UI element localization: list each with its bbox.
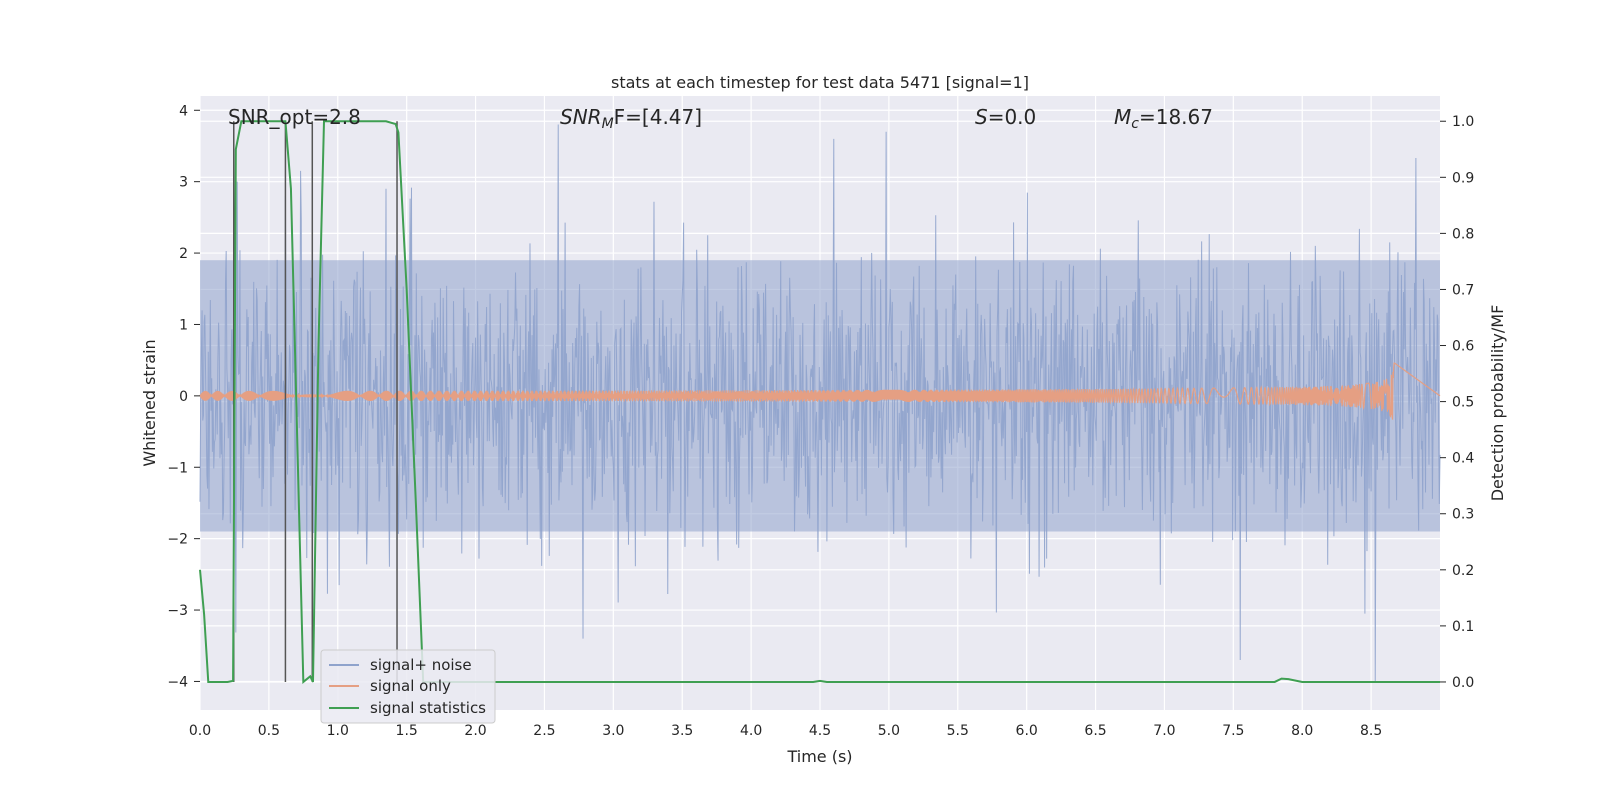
y-tick-label: 4 [179,103,188,119]
legend-label-signal-statistics: signal statistics [370,699,486,717]
x-axis-label: Time (s) [786,747,852,766]
y-right-tick-label: 0.0 [1452,675,1474,691]
y-right-tick-label: 1.0 [1452,114,1474,130]
series-signal-statistics [199,120,1440,685]
annotation-s: S=0.0 [975,105,1036,129]
legend-label-signal-only: signal only [370,677,451,695]
y-tick-label: −1 [167,460,188,476]
chart-title: stats at each timestep for test data 547… [611,73,1029,92]
y-tick-label: 2 [179,246,188,262]
y-right-tick-label: 0.4 [1452,451,1474,467]
y-right-tick-label: 0.2 [1452,563,1474,579]
y-tick-label: 3 [179,175,188,191]
x-tick-label: 5.0 [878,723,900,739]
y-tick-label: −2 [167,532,188,548]
y-right-tick-label: 0.1 [1452,619,1474,635]
x-tick-label: 4.5 [809,723,831,739]
x-tick-label: 8.5 [1360,723,1382,739]
annotation-snr-opt: SNR_opt=2.8 [228,105,361,129]
x-tick-label: 1.0 [327,723,349,739]
legend-label-signal-noise: signal+ noise [370,656,472,674]
x-tick-label: 5.5 [947,723,969,739]
y-right-tick-label: 0.6 [1452,339,1474,355]
y-right-tick-label: 0.3 [1452,507,1474,523]
y-right-tick-label: 0.9 [1452,170,1474,186]
y-tick-label: 1 [179,317,188,333]
legend: signal+ noise signal only signal statist… [320,649,496,724]
y-axis-label-right: Detection probability/MF [1488,305,1507,502]
legend-box [320,649,496,724]
statistics-trace [199,120,1440,685]
signal-only-trace [199,362,1441,420]
x-tick-label: 6.0 [1016,723,1038,739]
y-right-tick-label: 0.7 [1452,282,1474,298]
y-right-tick-label: 0.5 [1452,395,1474,411]
series-signal-only [199,362,1441,420]
x-tick-label: 6.5 [1084,723,1106,739]
tick-labels: 0.0 0.5 1.0 1.5 2.0 2.5 3.0 3.5 4.0 4.5 5.0 5.5 6.0 6… [167,103,1474,739]
x-tick-label: 0.0 [189,723,211,739]
x-tick-label: 7.5 [1222,723,1244,739]
annotation-snr-mf: SNRMF=[4.47] [560,105,702,132]
x-tick-label: 7.0 [1153,723,1175,739]
y-tick-label: −4 [167,674,188,690]
y-tick-label: 0 [179,389,188,405]
x-tick-label: 3.0 [602,723,624,739]
y-right-tick-label: 0.8 [1452,226,1474,242]
x-tick-label: 8.0 [1291,723,1313,739]
annotation-mc: Mc=18.67 [1114,105,1213,132]
y-axis-label: Whitened strain [140,339,159,466]
y-tick-label: −3 [167,603,188,619]
x-tick-label: 2.0 [464,723,486,739]
x-tick-label: 0.5 [258,723,280,739]
x-tick-label: 4.0 [740,723,762,739]
x-tick-label: 3.5 [671,723,693,739]
x-tick-label: 2.5 [533,723,555,739]
x-tick-label: 1.5 [396,723,418,739]
